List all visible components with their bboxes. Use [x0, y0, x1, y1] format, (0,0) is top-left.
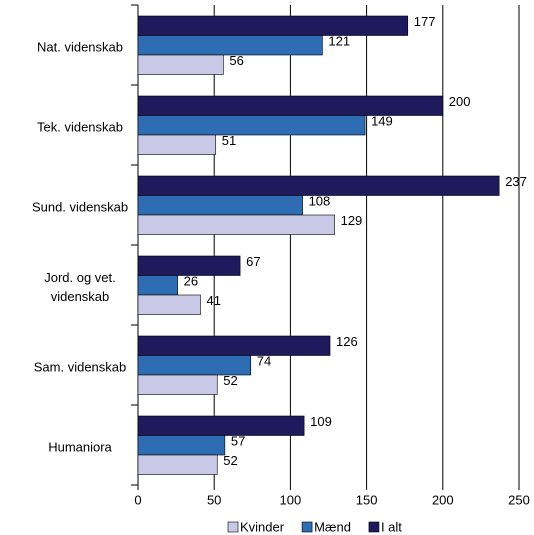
bar	[137, 95, 444, 116]
value-label: 41	[206, 293, 220, 308]
y-tick-label: Tek. videnskab	[37, 119, 123, 135]
y-tick-label: Humaniora	[48, 439, 112, 455]
bar	[137, 255, 241, 276]
value-label: 74	[257, 354, 271, 369]
bar	[137, 134, 217, 155]
bar	[137, 115, 366, 136]
bar	[137, 35, 323, 56]
x-tick-label: 150	[356, 492, 378, 507]
value-label: 237	[505, 174, 527, 189]
legend-label: Mænd	[314, 519, 351, 534]
value-label: 177	[414, 14, 436, 29]
value-label: 67	[246, 254, 260, 269]
legend-label: Kvinder	[240, 519, 285, 534]
y-tick-label: Jord. og vet. videnskab	[44, 270, 116, 304]
value-label: 56	[229, 53, 243, 68]
bar	[137, 335, 331, 356]
value-label: 129	[341, 213, 363, 228]
value-label: 109	[310, 414, 332, 429]
x-tick-label: 100	[280, 492, 302, 507]
x-tick-label: 250	[508, 492, 530, 507]
value-label: 200	[449, 94, 471, 109]
bar	[137, 175, 500, 196]
legend-swatch	[227, 521, 239, 533]
value-label: 149	[371, 114, 393, 129]
value-label: 51	[222, 133, 236, 148]
bar	[137, 15, 409, 36]
value-label: 26	[184, 274, 198, 289]
value-label: 52	[223, 453, 237, 468]
legend-swatch	[368, 521, 380, 533]
x-tick-label: 0	[134, 492, 141, 507]
bar	[137, 195, 303, 216]
bar	[137, 214, 335, 235]
bar	[137, 454, 218, 475]
bar	[137, 374, 218, 395]
value-label: 121	[328, 34, 350, 49]
x-tick-label: 50	[207, 492, 221, 507]
y-tick-label: Nat. videnskab	[37, 39, 123, 55]
bar	[137, 294, 201, 315]
value-label: 57	[231, 434, 245, 449]
bar	[137, 415, 305, 436]
x-tick-label: 200	[432, 492, 454, 507]
legend-swatch	[301, 521, 313, 533]
y-tick-label: Sund. videnskab	[31, 199, 129, 215]
value-label: 108	[309, 194, 331, 209]
bar	[137, 355, 252, 376]
bar	[137, 435, 226, 456]
value-label: 52	[223, 373, 237, 388]
legend-label: I alt	[381, 519, 402, 534]
bar	[137, 54, 224, 75]
y-tick-label: Sam. videnskab	[33, 359, 127, 375]
value-label: 126	[336, 334, 358, 349]
bar	[137, 275, 178, 296]
